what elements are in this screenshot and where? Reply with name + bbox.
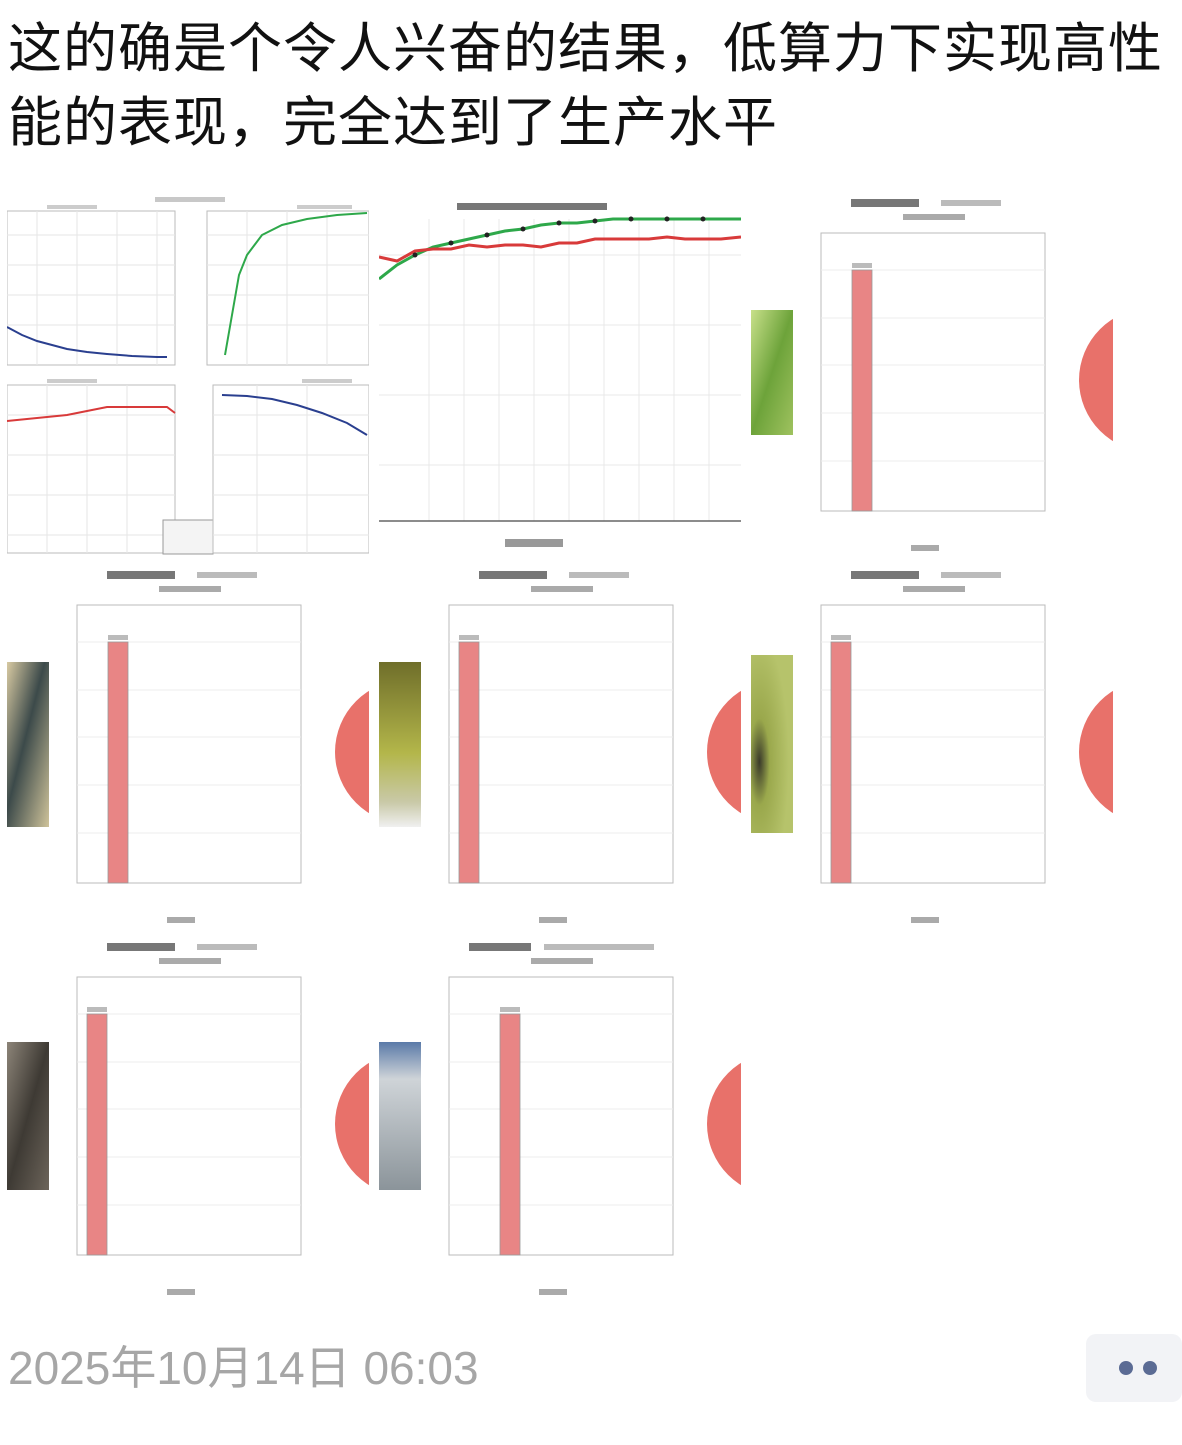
- image-thumb-prediction-4[interactable]: [751, 567, 1113, 929]
- thumbnail-photo: [379, 662, 421, 827]
- thumbnail-photo: [7, 662, 49, 827]
- post-timestamp: 2025年10月14日 06:03: [8, 1342, 479, 1394]
- prediction-figure: [379, 567, 741, 929]
- training-metrics-figure: [7, 195, 369, 557]
- more-dots-icon: [1143, 1361, 1157, 1375]
- prediction-figure: [7, 939, 369, 1301]
- more-options-button[interactable]: [1086, 1334, 1182, 1402]
- thumbnail-photo: [751, 655, 793, 833]
- image-thumb-accuracy-chart[interactable]: [379, 195, 741, 557]
- prediction-figure: [751, 567, 1113, 929]
- thumbnail-photo: [7, 1042, 49, 1190]
- post-text: 这的确是个令人兴奋的结果，低算力下实现高性能的表现，完全达到了生产水平: [8, 17, 1163, 154]
- image-thumb-prediction-1[interactable]: [751, 195, 1113, 557]
- more-dots-icon: [1119, 1361, 1133, 1375]
- prediction-figure: [379, 939, 741, 1301]
- prediction-figure: [7, 567, 369, 929]
- thumbnail-photo: [751, 310, 793, 435]
- image-thumb-prediction-5[interactable]: [7, 939, 369, 1301]
- prediction-figure: [751, 195, 1113, 557]
- image-thumb-prediction-6[interactable]: [379, 939, 741, 1301]
- accuracy-line-figure: [379, 195, 741, 557]
- thumbnail-photo: [379, 1042, 421, 1190]
- image-thumb-prediction-3[interactable]: [379, 567, 741, 929]
- image-thumb-prediction-2[interactable]: [7, 567, 369, 929]
- image-thumb-training-metrics[interactable]: [7, 195, 369, 557]
